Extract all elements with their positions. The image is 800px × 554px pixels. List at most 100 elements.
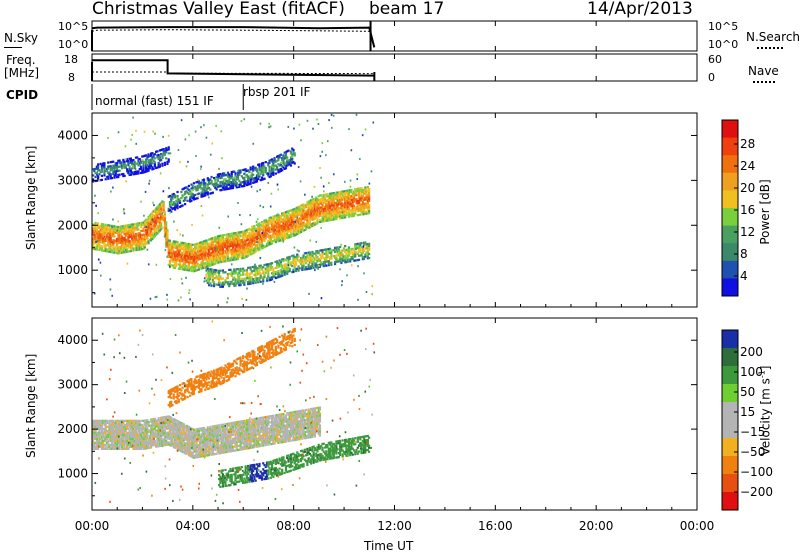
power-cell — [112, 247, 115, 250]
power-cell — [191, 255, 194, 259]
power-cell — [336, 209, 339, 212]
power-cell — [148, 154, 151, 158]
power-cell — [234, 234, 237, 237]
power-cell — [144, 166, 148, 169]
power-cell — [182, 244, 185, 247]
power-cell — [131, 241, 134, 244]
power-cell — [139, 159, 143, 162]
power-cell — [105, 167, 109, 170]
velocity-cell — [124, 425, 127, 428]
power-cell — [277, 163, 280, 166]
velocity-cell — [119, 443, 122, 446]
power-cell — [327, 207, 330, 210]
power-cell — [108, 250, 111, 253]
power-cell — [315, 240, 318, 243]
power-cell — [321, 204, 324, 207]
velocity-cell — [95, 419, 98, 422]
power-cell — [207, 269, 211, 273]
power-cell — [236, 257, 240, 261]
power-cell — [243, 118, 246, 121]
power-cell — [345, 191, 348, 195]
velocity-cell — [115, 419, 119, 422]
power-cell — [294, 233, 298, 236]
power-cell — [340, 253, 343, 256]
power-cell — [126, 234, 129, 237]
power-cell — [259, 168, 262, 172]
power-cell — [273, 229, 276, 232]
power-cell — [361, 207, 364, 210]
velocity-cell — [120, 433, 124, 436]
power-cell — [143, 154, 146, 157]
velocity-cell — [151, 438, 154, 441]
power-cell — [148, 179, 151, 182]
power-cell — [240, 245, 243, 248]
power-cell — [313, 209, 317, 212]
power-cell — [322, 220, 325, 223]
power-cell — [192, 258, 196, 261]
power-cell — [223, 186, 226, 189]
power-cell — [334, 207, 337, 211]
power-cell — [177, 245, 180, 248]
velocity-cell — [132, 421, 135, 424]
power-cell — [347, 203, 351, 206]
power-cell — [225, 173, 228, 177]
power-cell — [214, 262, 217, 265]
power-cell — [252, 142, 255, 145]
power-cell — [225, 185, 228, 189]
power-cell — [250, 248, 254, 251]
power-cell — [301, 212, 304, 215]
power-cell — [191, 223, 193, 226]
power-cell — [305, 205, 308, 209]
power-cell — [340, 190, 343, 193]
power-cell — [143, 240, 146, 243]
power-cell — [218, 257, 221, 260]
velocity-cell — [107, 445, 110, 448]
power-cell — [291, 157, 294, 160]
velocity-cell — [138, 429, 141, 432]
power-cell — [221, 157, 223, 160]
power-cell — [158, 149, 162, 152]
power-cell — [142, 221, 145, 224]
power-cell — [268, 159, 271, 162]
power-cell — [139, 165, 143, 168]
power-cell — [122, 241, 125, 244]
power-cell — [292, 161, 295, 164]
velocity-cell — [134, 441, 138, 444]
power-cell — [253, 249, 256, 252]
power-cell — [175, 244, 178, 248]
power-cell — [255, 237, 259, 241]
power-cell — [215, 239, 218, 243]
power-cell — [209, 248, 212, 251]
power-cell — [262, 246, 265, 249]
velocity-cell — [129, 419, 133, 422]
power-cell — [320, 194, 323, 197]
power-cell — [337, 215, 340, 218]
power-cell — [113, 229, 116, 232]
power-cell — [245, 269, 248, 272]
power-cell — [97, 169, 100, 172]
velocity-cell — [120, 437, 124, 440]
power-cell — [186, 191, 189, 194]
power-cell — [356, 258, 359, 262]
power-cell — [249, 178, 252, 181]
power-cell — [148, 214, 151, 217]
power-cell — [184, 192, 187, 196]
velocity-cell — [136, 433, 139, 436]
velocity-cell — [104, 443, 107, 446]
power-cell — [297, 269, 300, 272]
power-cell — [119, 161, 122, 164]
power-cell — [337, 250, 340, 253]
power-cell — [226, 187, 230, 190]
power-cell — [368, 199, 371, 203]
power-cell — [173, 254, 177, 257]
power-cell — [226, 241, 230, 244]
velocity-cell — [134, 429, 138, 432]
power-cell — [173, 240, 177, 243]
power-cell — [202, 242, 206, 245]
velocity-cell — [143, 421, 146, 424]
power-cell — [355, 113, 358, 116]
power-cell — [252, 169, 255, 172]
power-cell — [167, 195, 170, 198]
power-cell — [308, 214, 311, 217]
power-cell — [297, 255, 300, 258]
